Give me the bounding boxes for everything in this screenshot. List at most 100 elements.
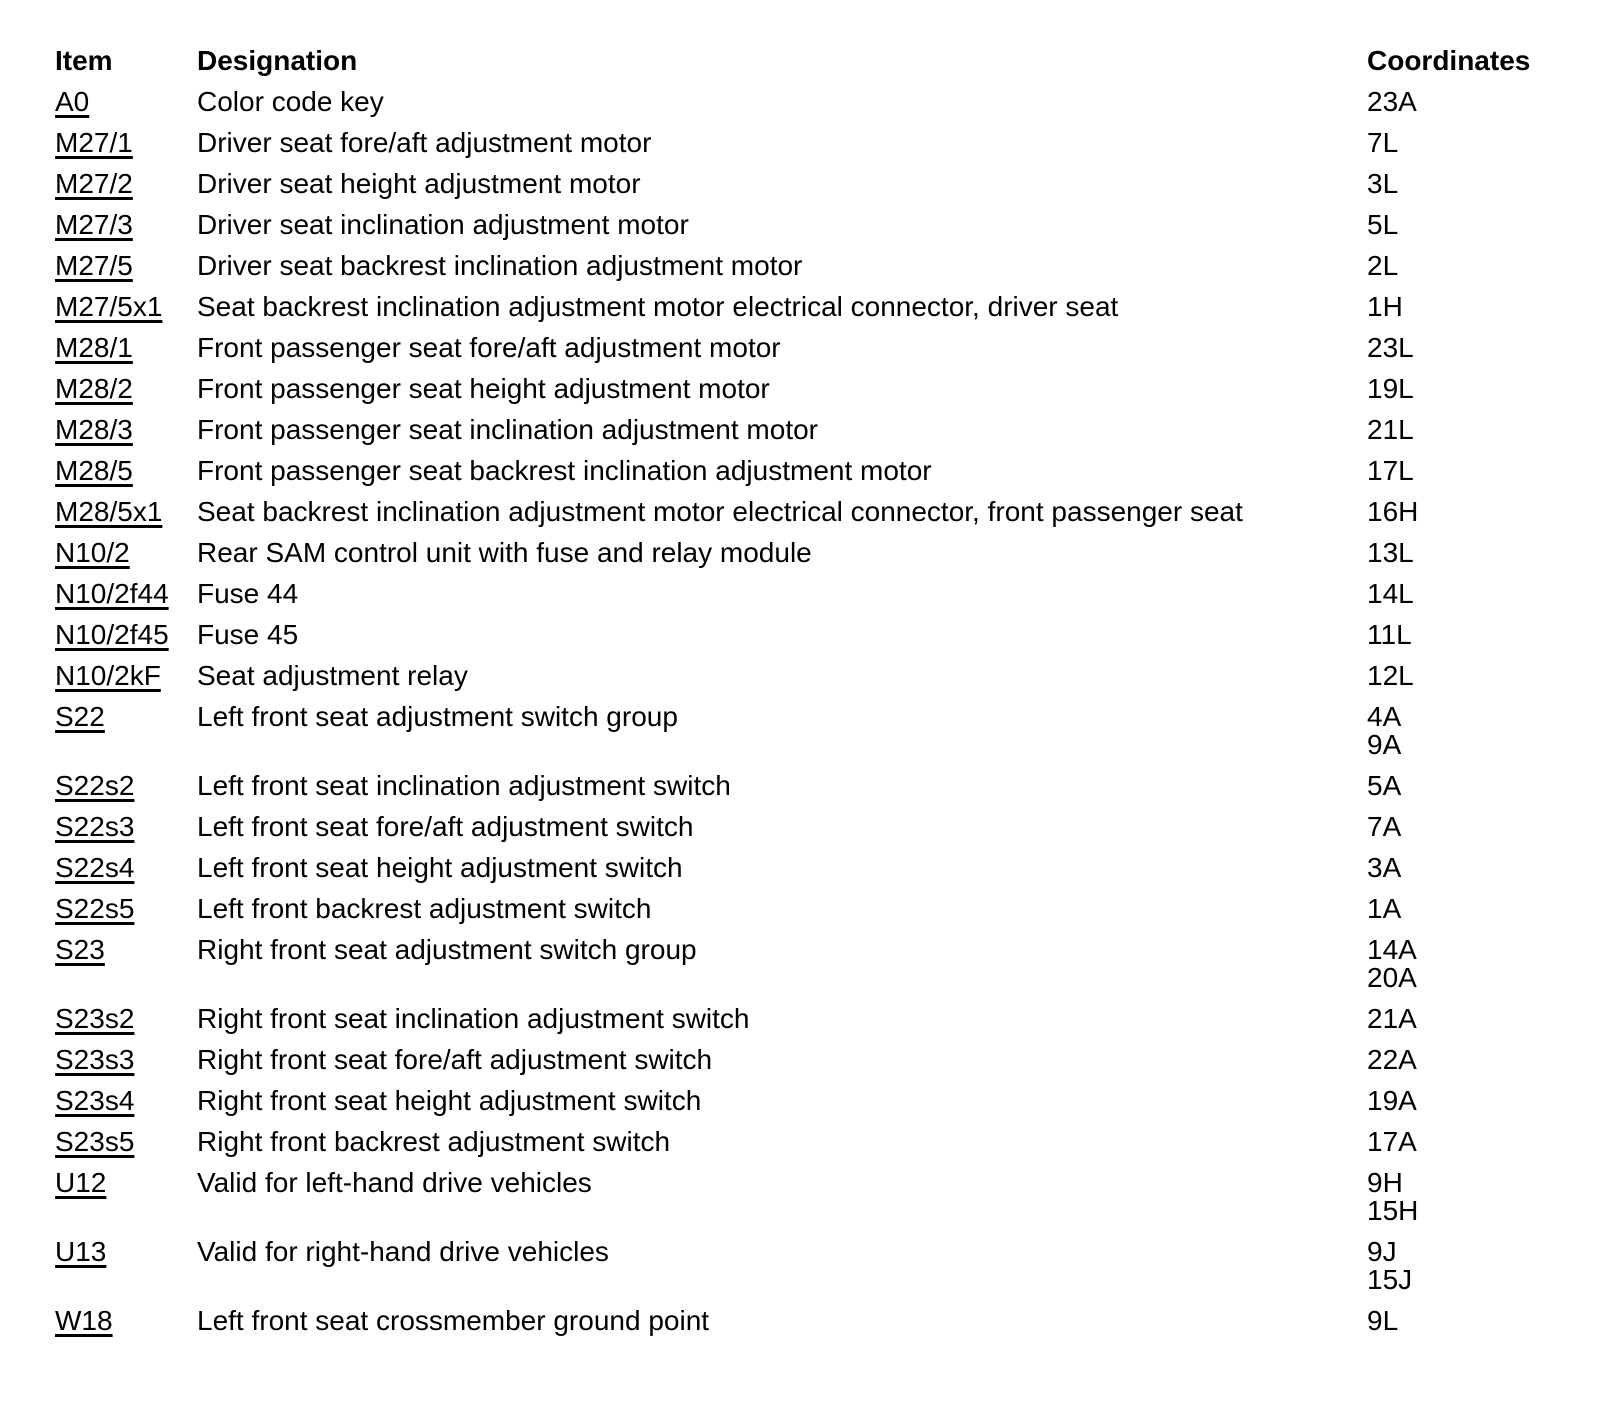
designation-cell: Right front seat height adjustment switc… [197,1084,702,1116]
coordinate-value: 9J [1367,1235,1397,1267]
item-cell: M28/2 [55,368,197,409]
item-cell: S22s3 [55,806,197,847]
coordinates-cell: 16H [1367,491,1547,532]
table-row: S22s5 Left front backrest adjustment swit… [55,888,1547,929]
coordinate-value: 20A [1367,961,1417,993]
item-cell: M28/1 [55,327,197,368]
table-row: S23s4 Right front seat height adjustment … [55,1080,1547,1121]
item-code-link[interactable]: S22s5 [55,892,135,924]
table-row: S22s2 Left front seat inclination adjustm… [55,765,1547,806]
item-code-link[interactable]: M27/3 [55,208,133,240]
item-cell: M27/5x1 [55,286,197,327]
coordinates-cell: 14A 20A [1367,929,1547,998]
item-code-link[interactable]: M27/5 [55,249,133,281]
item-code-link[interactable]: M28/3 [55,413,133,445]
coordinate-value: 19L [1367,372,1414,404]
item-code-link[interactable]: S23 [55,933,105,965]
item-code-link[interactable]: U12 [55,1166,107,1198]
item-code-link[interactable]: A0 [55,85,90,117]
designation-cell: Fuse 45 [197,618,299,650]
designation-cell: Fuse 44 [197,577,299,609]
item-code-link[interactable]: S22s4 [55,851,135,883]
item-cell: N10/2f44 [55,573,197,614]
item-code-link[interactable]: S23s2 [55,1002,135,1034]
coordinate-value: 1A [1367,892,1402,924]
item-code-link[interactable]: S23s3 [55,1043,135,1075]
table-row: N10/2f45 Fuse 45 11L [55,614,1547,655]
item-code-link[interactable]: M28/5x1 [55,495,163,527]
table-row: M27/5 Driver seat backrest inclination ad… [55,245,1547,286]
table-row: M27/3 Driver seat inclination adjustment … [55,204,1547,245]
table-row: M28/5x1 Seat backrest inclination adjustm… [55,491,1547,532]
header-row: Item Designation Coordinates [55,40,1547,81]
item-cell: S22s4 [55,847,197,888]
coordinates-cell: 23A [1367,81,1547,122]
coordinate-value: 5A [1367,769,1402,801]
designation-cell: Driver seat backrest inclination adjustm… [197,249,803,281]
designation-cell: Seat backrest inclination adjustment mot… [197,290,1119,322]
item-cell: M27/5 [55,245,197,286]
designation-cell: Right front seat adjustment switch group [197,933,697,965]
item-code-link[interactable]: N10/2kF [55,659,161,691]
item-code-link[interactable]: M28/1 [55,331,133,363]
table-row: M27/2 Driver seat height adjustment motor… [55,163,1547,204]
table-row: M27/5x1 Seat backrest inclination adjustm… [55,286,1547,327]
coordinate-value: 21L [1367,413,1414,445]
item-code-link[interactable]: N10/2f45 [55,618,169,650]
item-code-link[interactable]: S23s4 [55,1084,135,1116]
item-code-link[interactable]: N10/2f44 [55,577,169,609]
item-code-link[interactable]: M28/2 [55,372,133,404]
coordinates-cell: 13L [1367,532,1547,573]
coordinate-value: 4A [1367,700,1402,732]
item-column-header: Item [55,44,113,76]
table-row: U13 Valid for right-hand drive vehicles 9J… [55,1231,1547,1300]
coordinate-value: 16H [1367,495,1419,527]
coordinate-value: 7A [1367,810,1402,842]
item-code-link[interactable]: S23s5 [55,1125,135,1157]
item-code-link[interactable]: S22s3 [55,810,135,842]
designation-cell: Front passenger seat inclination adjustm… [197,413,818,445]
coordinate-value: 23L [1367,331,1414,363]
designation-cell: Color code key [197,85,384,117]
item-code-link[interactable]: M28/5 [55,454,133,486]
coordinates-cell: 9L [1367,1300,1547,1341]
coordinates-cell: 2L [1367,245,1547,286]
coordinates-cell: 9J 15J [1367,1231,1547,1300]
item-code-link[interactable]: M27/1 [55,126,133,158]
item-cell: M28/5 [55,450,197,491]
item-code-link[interactable]: M27/2 [55,167,133,199]
item-code-link[interactable]: S22 [55,700,105,732]
coordinate-value: 17L [1367,454,1414,486]
coordinate-value: 5L [1367,208,1399,240]
item-cell: M27/2 [55,163,197,204]
item-cell: U12 [55,1162,197,1231]
designation-cell: Left front seat crossmember ground point [197,1304,710,1336]
item-code-link[interactable]: U13 [55,1235,107,1267]
item-code-link[interactable]: M27/5x1 [55,290,163,322]
coordinates-cell: 7L [1367,122,1547,163]
coordinate-value: 15H [1367,1194,1419,1226]
coordinates-cell: 22A [1367,1039,1547,1080]
designation-cell: Valid for left-hand drive vehicles [197,1166,592,1198]
coordinates-cell: 21A [1367,998,1547,1039]
item-cell: M27/1 [55,122,197,163]
designation-cell: Driver seat fore/aft adjustment motor [197,126,652,158]
item-cell: N10/2kF [55,655,197,696]
item-code-link[interactable]: W18 [55,1304,113,1336]
table-row: W18 Left front seat crossmember ground po… [55,1300,1547,1341]
coordinate-value: 11L [1367,618,1412,650]
item-cell: S23s3 [55,1039,197,1080]
coordinates-cell: 14L [1367,573,1547,614]
item-cell: S23s4 [55,1080,197,1121]
designation-cell: Driver seat height adjustment motor [197,167,641,199]
coordinates-cell: 3L [1367,163,1547,204]
table-row: M28/5 Front passenger seat backrest incli… [55,450,1547,491]
designation-cell: Driver seat inclination adjustment motor [197,208,689,240]
item-code-link[interactable]: N10/2 [55,536,130,568]
designation-cell: Valid for right-hand drive vehicles [197,1235,609,1267]
table-row: S23 Right front seat adjustment switch gr… [55,929,1547,998]
designation-cell: Left front seat fore/aft adjustment swit… [197,810,694,842]
item-code-link[interactable]: S22s2 [55,769,135,801]
table-row: S22 Left front seat adjustment switch gro… [55,696,1547,765]
coordinate-value: 9L [1367,1304,1399,1336]
